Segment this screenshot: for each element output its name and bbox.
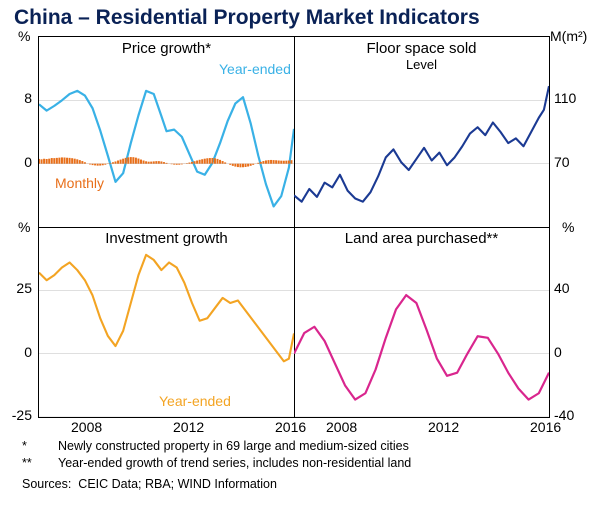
unit-tr: M(m²)	[550, 28, 587, 44]
tick-label: 0	[0, 344, 32, 360]
tick-label: 2008	[326, 419, 357, 435]
tick-label: -25	[0, 407, 32, 423]
tick-label: 40	[554, 280, 570, 296]
panel-floor-space: Floor space sold Level	[294, 37, 549, 228]
tick-label: 2016	[530, 419, 561, 435]
footnote-text: Newly constructed property in 69 large a…	[58, 438, 409, 455]
footnote-mark: **	[22, 455, 58, 472]
footnote-mark: *	[22, 438, 58, 455]
unit-bl: %	[18, 219, 30, 235]
sources-label: Sources:	[22, 477, 71, 491]
tick-label: 2008	[71, 419, 102, 435]
tick-label: 0	[554, 344, 562, 360]
chart-title: China – Residential Property Market Indi…	[0, 0, 600, 32]
tick-label: 0	[0, 154, 32, 170]
unit-br: %	[562, 219, 574, 235]
tick-label: 2012	[173, 419, 204, 435]
panel-investment: Investment growth Year-ended	[39, 227, 295, 417]
tick-label: 2016	[275, 419, 306, 435]
tick-label: 2012	[428, 419, 459, 435]
tick-label: 25	[0, 280, 32, 296]
tick-label: 70	[554, 154, 570, 170]
footnotes: * Newly constructed property in 69 large…	[22, 438, 411, 493]
tick-label: 110	[554, 90, 576, 106]
tick-label: 8	[0, 90, 32, 106]
panel-land-area: Land area purchased**	[294, 227, 549, 417]
footnote-text: Year-ended growth of trend series, inclu…	[58, 455, 411, 472]
chart-container: China – Residential Property Market Indi…	[0, 0, 600, 507]
unit-tl: %	[18, 28, 30, 44]
sources-text: CEIC Data; RBA; WIND Information	[78, 477, 277, 491]
panel-price-growth: Price growth* Year-ended Monthly	[39, 37, 295, 228]
chart-grid: Price growth* Year-ended Monthly Floor s…	[38, 36, 550, 418]
